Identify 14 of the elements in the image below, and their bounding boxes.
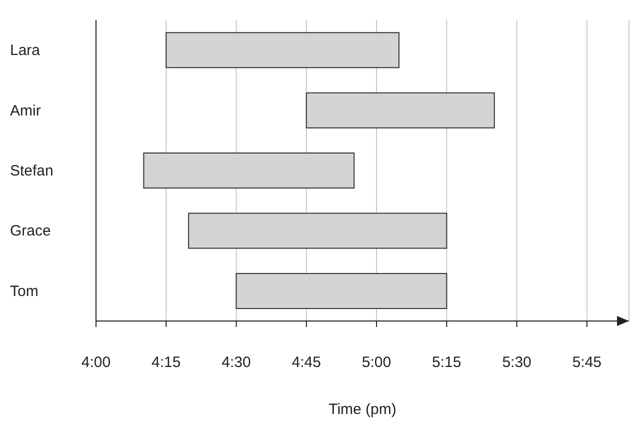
x-tick-label: 5:00: [362, 354, 392, 371]
y-tick-label: Lara: [10, 42, 41, 60]
x-tick-label: 4:30: [222, 354, 251, 371]
y-tick-label: Grace: [10, 222, 51, 240]
x-tick-label: 4:45: [292, 354, 321, 371]
x-axis-title: Time (pm): [328, 401, 396, 418]
x-tick-label: 5:30: [502, 354, 532, 371]
x-tick-label: 5:15: [432, 354, 462, 371]
x-tick-label: 4:15: [152, 354, 181, 371]
y-tick-label: Stefan: [10, 162, 54, 180]
y-tick-label: Amir: [10, 102, 41, 120]
x-tick-label: 4:00: [81, 354, 111, 371]
x-tick-label: 5:45: [572, 354, 602, 371]
y-tick-label: Tom: [10, 282, 38, 300]
